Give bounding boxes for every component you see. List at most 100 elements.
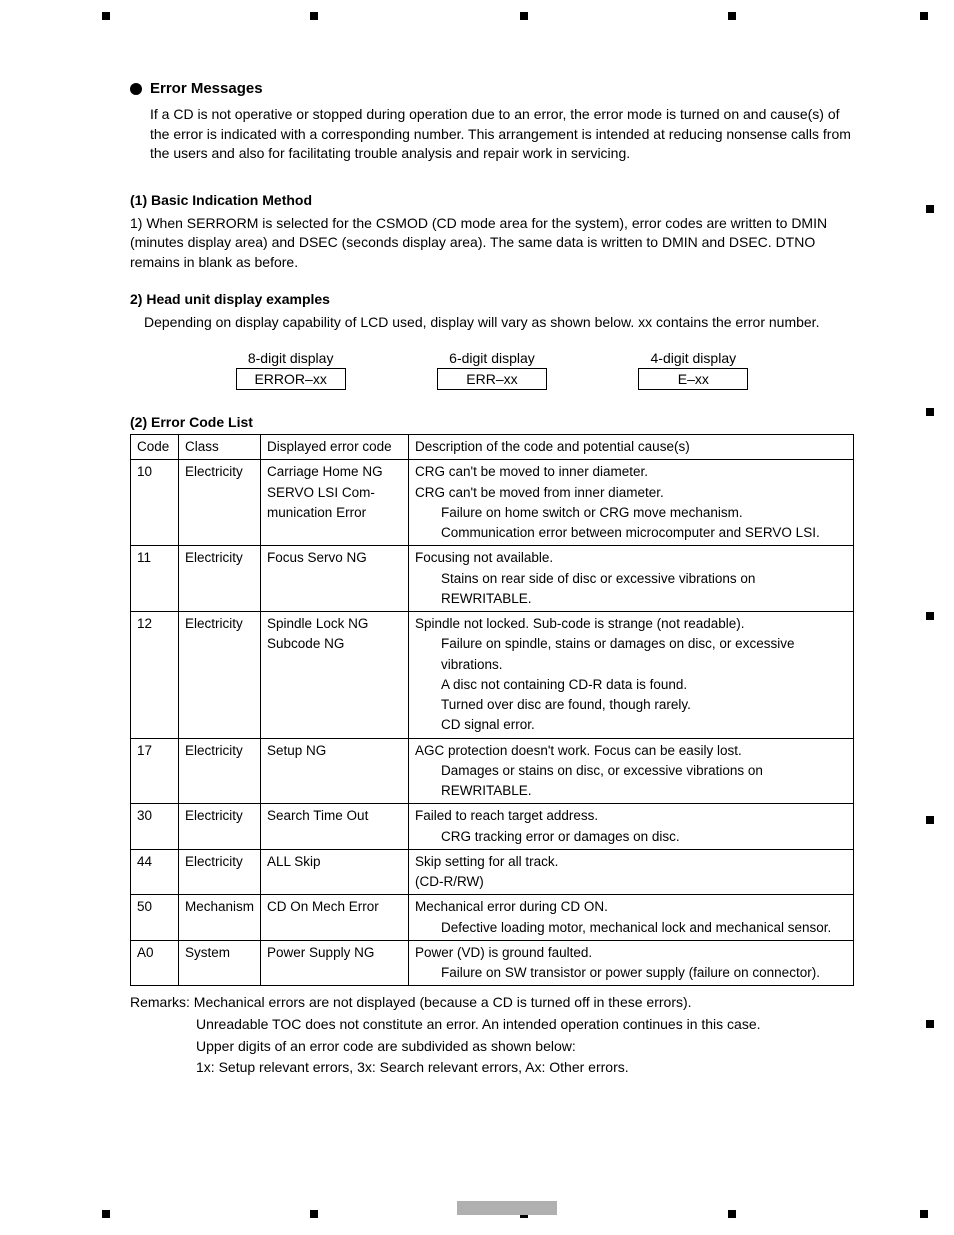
cell-class: Electricity bbox=[179, 738, 261, 804]
cell-desc: AGC protection doesn't work. Focus can b… bbox=[409, 738, 854, 804]
sec2-heading: (2) Error Code List bbox=[130, 414, 854, 430]
cell-err: Focus Servo NG bbox=[261, 546, 409, 612]
cell-class: Mechanism bbox=[179, 895, 261, 941]
crop-mark bbox=[728, 12, 736, 20]
cell-code: 44 bbox=[131, 849, 179, 895]
desc-line: Focusing not available. bbox=[415, 548, 847, 568]
th-err: Displayed error code bbox=[261, 435, 409, 460]
display-example: 6-digit display ERR–xx bbox=[437, 350, 547, 390]
desc-line: Mechanical error during CD ON. bbox=[415, 897, 847, 917]
sec1-item2-heading: 2) Head unit display examples bbox=[130, 291, 854, 307]
desc-line: Failure on SW transistor or power supply… bbox=[415, 963, 847, 983]
remarks-line3: Upper digits of an error code are subdiv… bbox=[196, 1036, 854, 1058]
desc-line: CRG tracking error or damages on disc. bbox=[415, 827, 847, 847]
crop-mark bbox=[920, 1210, 928, 1218]
remarks-line1: Remarks: Mechanical errors are not displ… bbox=[130, 992, 854, 1014]
cell-class: Electricity bbox=[179, 804, 261, 850]
cell-desc: Focusing not available.Stains on rear si… bbox=[409, 546, 854, 612]
cell-code: 10 bbox=[131, 460, 179, 546]
remarks-block: Remarks: Mechanical errors are not displ… bbox=[130, 992, 854, 1079]
cell-class: Electricity bbox=[179, 849, 261, 895]
desc-line: Spindle not locked. Sub-code is strange … bbox=[415, 614, 847, 634]
cell-err: Search Time Out bbox=[261, 804, 409, 850]
section-title: Error Messages bbox=[130, 80, 854, 97]
cell-desc: Spindle not locked. Sub-code is strange … bbox=[409, 612, 854, 739]
crop-mark bbox=[926, 205, 934, 213]
cell-code: A0 bbox=[131, 940, 179, 986]
display-box: ERR–xx bbox=[437, 368, 547, 390]
table-row: 10ElectricityCarriage Home NG SERVO LSI … bbox=[131, 460, 854, 546]
desc-line: CRG can't be moved to inner diameter. bbox=[415, 462, 847, 482]
desc-line: Power (VD) is ground faulted. bbox=[415, 943, 847, 963]
cell-desc: Power (VD) is ground faulted.Failure on … bbox=[409, 940, 854, 986]
table-row: 50MechanismCD On Mech ErrorMechanical er… bbox=[131, 895, 854, 941]
table-row: A0SystemPower Supply NGPower (VD) is gro… bbox=[131, 940, 854, 986]
cell-desc: CRG can't be moved to inner diameter.CRG… bbox=[409, 460, 854, 546]
crop-mark bbox=[310, 12, 318, 20]
crop-mark bbox=[926, 408, 934, 416]
cell-code: 50 bbox=[131, 895, 179, 941]
cell-class: System bbox=[179, 940, 261, 986]
table-row: 44ElectricityALL SkipSkip setting for al… bbox=[131, 849, 854, 895]
sec1-heading: (1) Basic Indication Method bbox=[130, 192, 854, 208]
display-label: 8-digit display bbox=[236, 350, 346, 366]
th-code: Code bbox=[131, 435, 179, 460]
page-content: Error Messages If a CD is not operative … bbox=[0, 0, 954, 1119]
desc-line: Failed to reach target address. bbox=[415, 806, 847, 826]
cell-err: Setup NG bbox=[261, 738, 409, 804]
cell-class: Electricity bbox=[179, 612, 261, 739]
table-row: 11ElectricityFocus Servo NGFocusing not … bbox=[131, 546, 854, 612]
display-label: 6-digit display bbox=[437, 350, 547, 366]
desc-line: Failure on spindle, stains or damages on… bbox=[415, 634, 847, 675]
crop-mark bbox=[728, 1210, 736, 1218]
desc-line: Failure on home switch or CRG move mecha… bbox=[415, 503, 847, 523]
cell-err: CD On Mech Error bbox=[261, 895, 409, 941]
error-code-table: Code Class Displayed error code Descript… bbox=[130, 434, 854, 986]
cell-code: 17 bbox=[131, 738, 179, 804]
crop-mark bbox=[102, 1210, 110, 1218]
desc-line: CD signal error. bbox=[415, 715, 847, 735]
table-row: 30ElectricitySearch Time OutFailed to re… bbox=[131, 804, 854, 850]
title-text: Error Messages bbox=[150, 80, 263, 97]
crop-mark bbox=[310, 1210, 318, 1218]
bullet-icon bbox=[130, 83, 142, 95]
desc-line: Skip setting for all track. bbox=[415, 852, 847, 872]
desc-line: A disc not containing CD-R data is found… bbox=[415, 675, 847, 695]
th-desc: Description of the code and potential ca… bbox=[409, 435, 854, 460]
desc-line: Communication error between microcompute… bbox=[415, 523, 847, 543]
crop-mark bbox=[520, 12, 528, 20]
display-examples-row: 8-digit display ERROR–xx 6-digit display ER… bbox=[190, 350, 794, 390]
th-class: Class bbox=[179, 435, 261, 460]
desc-line: Turned over disc are found, though rarel… bbox=[415, 695, 847, 715]
display-box: E–xx bbox=[638, 368, 748, 390]
crop-mark bbox=[926, 1020, 934, 1028]
display-label: 4-digit display bbox=[638, 350, 748, 366]
table-row: 17ElectricitySetup NGAGC protection does… bbox=[131, 738, 854, 804]
remarks-line4: 1x: Setup relevant errors, 3x: Search re… bbox=[196, 1057, 854, 1079]
cell-desc: Skip setting for all track.(CD-R/RW) bbox=[409, 849, 854, 895]
cell-class: Electricity bbox=[179, 546, 261, 612]
display-example: 8-digit display ERROR–xx bbox=[236, 350, 346, 390]
cell-desc: Mechanical error during CD ON.Defective … bbox=[409, 895, 854, 941]
cell-err: Spindle Lock NG Subcode NG bbox=[261, 612, 409, 739]
cell-err: Power Supply NG bbox=[261, 940, 409, 986]
cell-code: 12 bbox=[131, 612, 179, 739]
sec1-item1: 1) When SERRORM is selected for the CSMO… bbox=[130, 214, 854, 273]
crop-mark bbox=[920, 12, 928, 20]
crop-mark bbox=[926, 816, 934, 824]
desc-line: Stains on rear side of disc or excessive… bbox=[415, 569, 847, 610]
display-box: ERROR–xx bbox=[236, 368, 346, 390]
cell-err: Carriage Home NG SERVO LSI Com- municati… bbox=[261, 460, 409, 546]
desc-line: Defective loading motor, mechanical lock… bbox=[415, 918, 847, 938]
table-row: 12ElectricitySpindle Lock NG Subcode NG S… bbox=[131, 612, 854, 739]
desc-line: Damages or stains on disc, or excessive … bbox=[415, 761, 847, 802]
table-header-row: Code Class Displayed error code Descript… bbox=[131, 435, 854, 460]
remarks-line2: Unreadable TOC does not constitute an er… bbox=[196, 1014, 854, 1036]
desc-line: (CD-R/RW) bbox=[415, 872, 847, 892]
intro-paragraph: If a CD is not operative or stopped duri… bbox=[150, 105, 854, 164]
cell-code: 11 bbox=[131, 546, 179, 612]
crop-mark bbox=[926, 612, 934, 620]
cell-err: ALL Skip bbox=[261, 849, 409, 895]
sec1-item2-text: Depending on display capability of LCD u… bbox=[144, 313, 854, 333]
display-example: 4-digit display E–xx bbox=[638, 350, 748, 390]
